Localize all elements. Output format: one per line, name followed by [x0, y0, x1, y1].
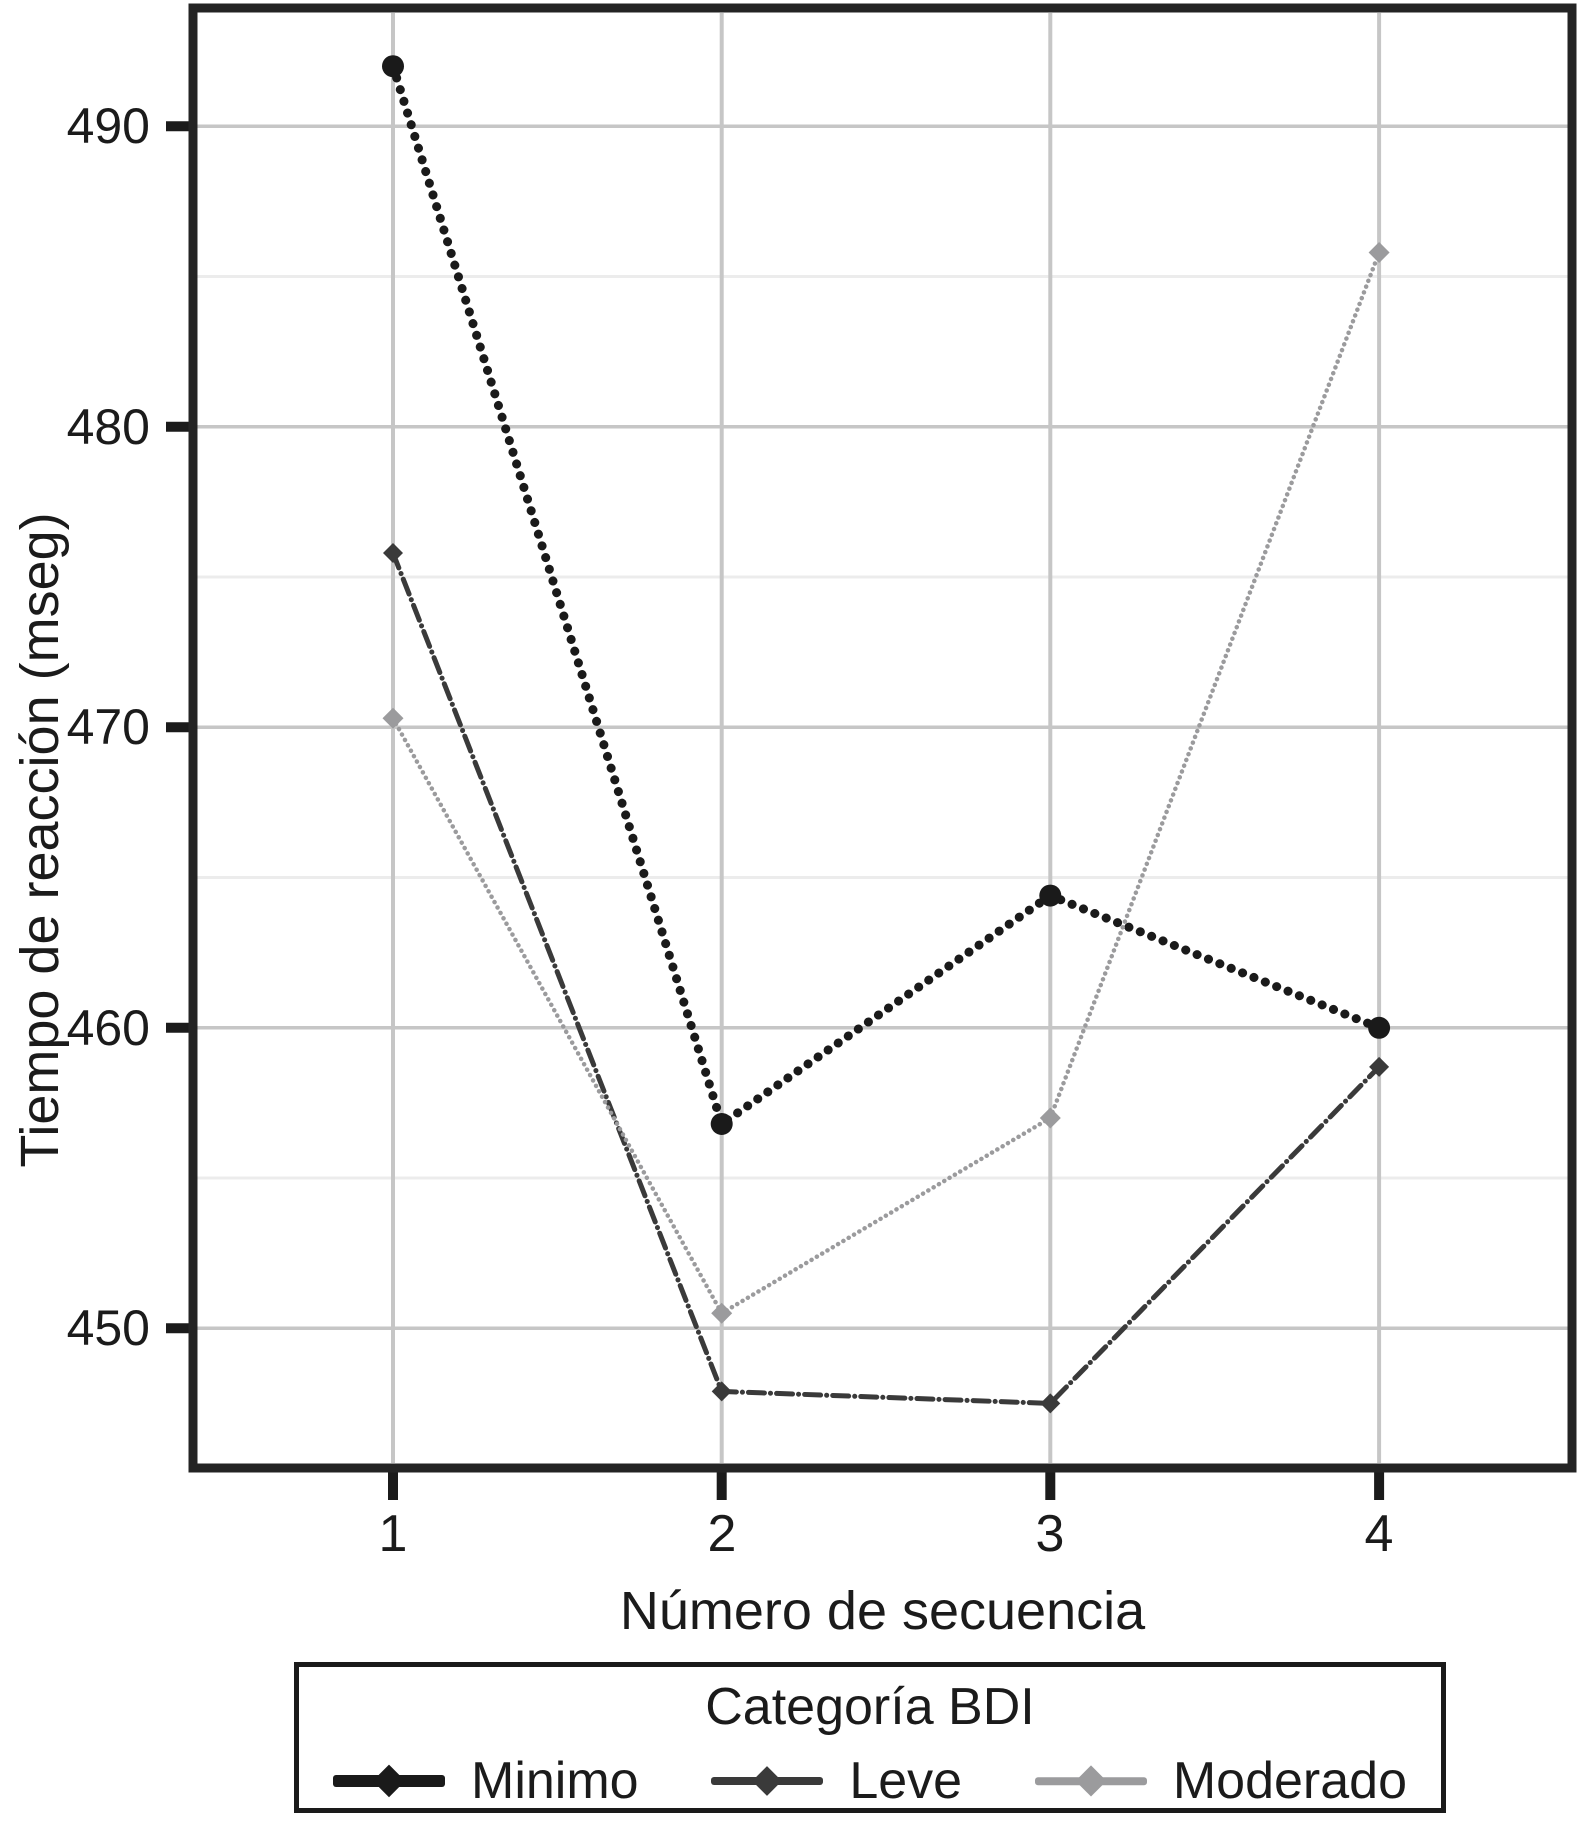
y-tick-label: 460	[66, 1000, 150, 1056]
x-tick-label: 4	[1364, 1505, 1394, 1563]
y-tick-label: 470	[66, 699, 150, 755]
legend-title: Categoría BDI	[705, 1678, 1035, 1736]
legend-entries: Minimo Leve Moderado	[299, 1751, 1441, 1811]
legend-label: Minimo	[471, 1752, 639, 1810]
line-marker-icon	[711, 1759, 824, 1803]
legend-entry-moderado: Moderado	[1034, 1751, 1407, 1811]
y-tick-label: 490	[66, 98, 150, 154]
line-marker-icon	[1034, 1759, 1147, 1803]
diamond-marker-icon	[1075, 1765, 1107, 1797]
y-axis-title: Tiempo de reacción (mseg)	[10, 512, 70, 1168]
x-tick-label: 1	[378, 1505, 408, 1563]
line-marker-icon	[333, 1759, 445, 1803]
diamond-marker-icon	[752, 1766, 783, 1796]
x-axis-title: Número de secuencia	[619, 1581, 1146, 1641]
x-tick-label: 2	[707, 1505, 737, 1563]
legend-label: Moderado	[1172, 1752, 1407, 1810]
diamond-marker-icon	[372, 1764, 406, 1798]
legend-entry-minimo: Minimo	[333, 1751, 639, 1811]
y-tick-label: 450	[66, 1300, 150, 1356]
legend-box: Categoría BDI Minimo Leve	[294, 1662, 1446, 1813]
x-tick-label: 3	[1035, 1505, 1065, 1563]
y-tick-label: 480	[66, 399, 150, 455]
legend-entry-leve: Leve	[711, 1751, 962, 1811]
legend-label: Leve	[849, 1752, 963, 1810]
